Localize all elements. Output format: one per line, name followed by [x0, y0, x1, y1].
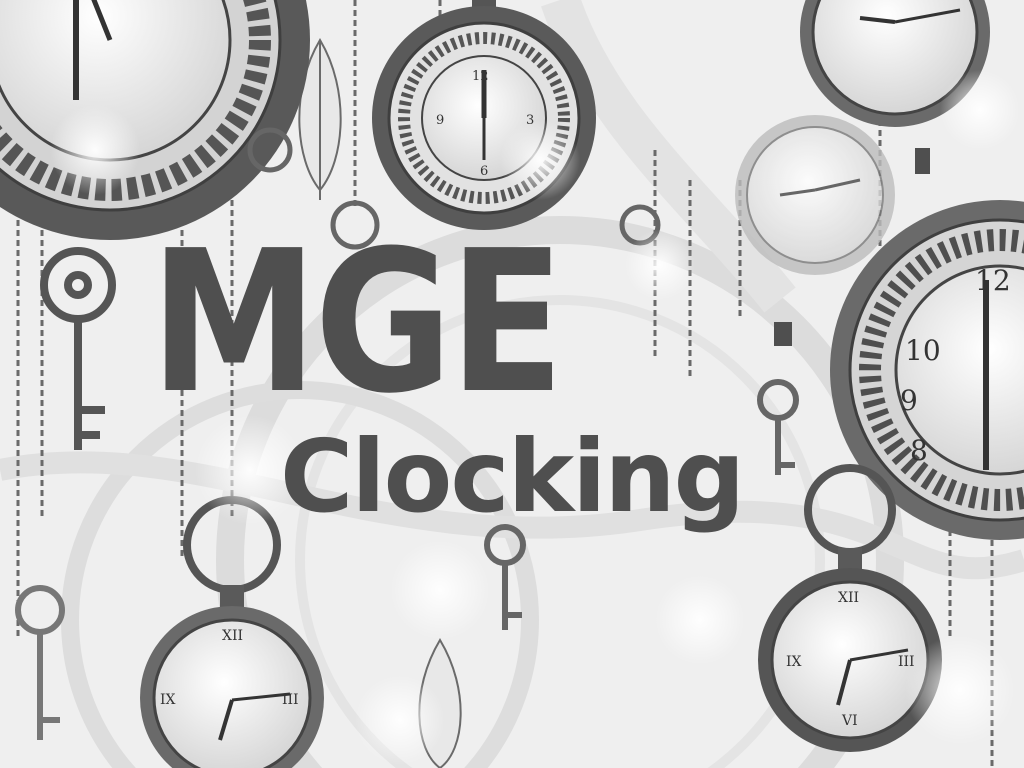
title-mge: MGE	[150, 209, 564, 437]
title-clocking: Clocking	[280, 418, 745, 535]
svg-text:8: 8	[910, 434, 928, 467]
bokeh-glows	[50, 70, 1020, 765]
svg-text:12: 12	[472, 69, 489, 84]
title-accent-mark	[774, 322, 792, 346]
key-bottom-left	[15, 585, 65, 740]
corner-accent-mark	[915, 148, 930, 174]
svg-text:3: 3	[526, 113, 534, 128]
key-left	[40, 247, 116, 450]
clock-top-right	[800, 0, 990, 127]
svg-text:III: III	[282, 692, 299, 708]
svg-text:9: 9	[900, 384, 918, 417]
svg-text:IX: IX	[786, 654, 802, 670]
clock-bottom-left: XII III IX	[140, 496, 324, 768]
svg-text:III: III	[898, 654, 915, 670]
key-center	[484, 524, 526, 630]
svg-text:XII: XII	[222, 628, 243, 644]
svg-text:VI: VI	[841, 713, 858, 729]
clock-mid-right	[735, 115, 895, 275]
svg-text:6: 6	[480, 164, 488, 179]
clock-right-large: 10 9 8 12	[830, 200, 1024, 540]
svg-text:9: 9	[436, 113, 444, 128]
svg-text:10: 10	[905, 334, 941, 367]
svg-text:XII: XII	[838, 590, 859, 606]
svg-text:12: 12	[975, 264, 1011, 297]
key-right	[757, 379, 799, 475]
clock-bottom-right: XII III VI IX	[758, 464, 942, 752]
svg-text:IX: IX	[160, 692, 176, 708]
